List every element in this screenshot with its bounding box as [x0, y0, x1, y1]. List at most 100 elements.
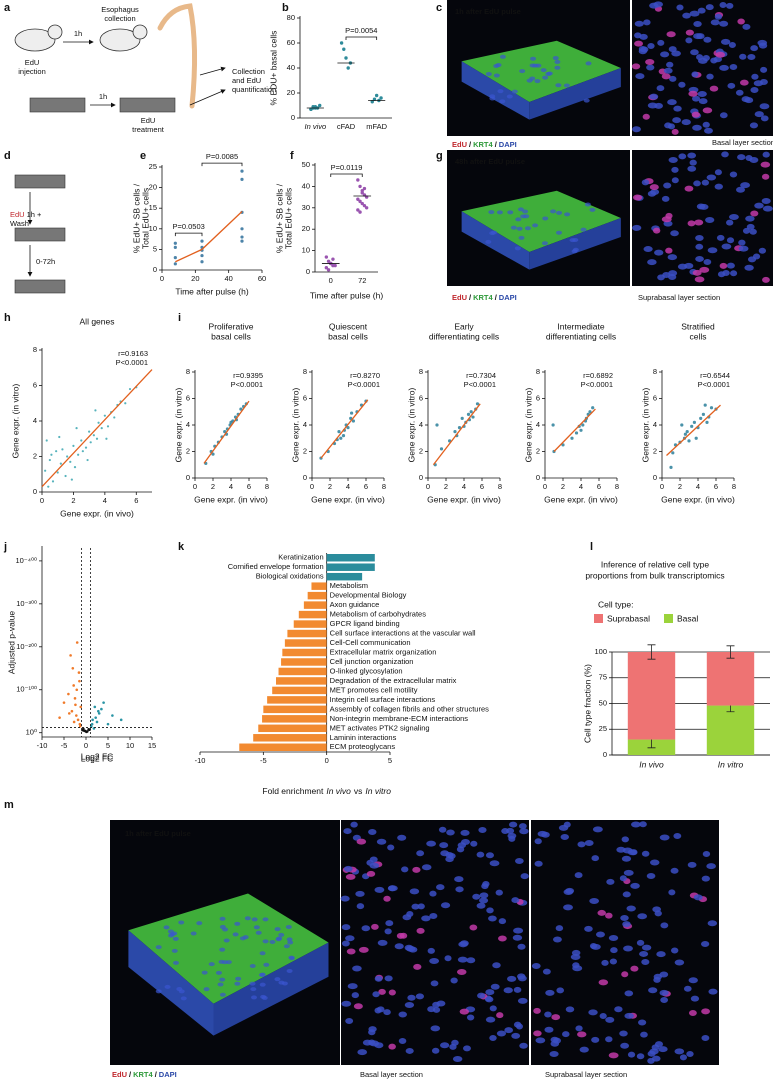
nucleus	[242, 935, 249, 940]
panel-label: m	[4, 799, 14, 811]
nucleus	[672, 117, 682, 124]
data-point	[337, 430, 341, 434]
nucleus	[605, 912, 613, 919]
nucleus	[653, 227, 661, 234]
data-point	[581, 423, 585, 427]
nucleus	[695, 255, 704, 262]
data-point	[56, 471, 59, 474]
x-axis-label-part: In vivo	[326, 786, 351, 796]
nucleus	[469, 924, 478, 931]
chart-title: differentiating cells	[429, 331, 499, 341]
category-label: Degradation of the extracellular matrix	[330, 676, 457, 685]
nucleus	[438, 826, 447, 833]
tissue-side	[128, 930, 214, 1036]
panel-label: c	[436, 2, 442, 14]
nucleus	[499, 99, 506, 104]
y-axis-label: Gene expr. (in vitro)	[406, 388, 416, 463]
nucleus	[394, 943, 404, 950]
nucleus	[588, 1009, 598, 1016]
x-tick-label: 8	[265, 482, 269, 491]
nucleus	[651, 1055, 661, 1062]
x-tick-label: 0	[543, 482, 547, 491]
nucleus	[444, 955, 452, 962]
nucleus	[701, 1008, 711, 1015]
data-point	[78, 724, 82, 728]
y-axis-label: % EdU+ SB cells /	[131, 183, 141, 253]
nucleus	[208, 962, 215, 967]
category-label: Extracellular matrix organization	[330, 647, 437, 656]
nucleus	[351, 992, 359, 999]
nucleus	[440, 902, 451, 909]
data-point	[128, 387, 132, 391]
nucleus	[383, 895, 391, 902]
nucleus	[495, 63, 502, 68]
nucleus	[668, 889, 676, 896]
nucleus	[653, 976, 661, 983]
data-point	[70, 709, 74, 713]
data-point	[64, 474, 67, 478]
nucleus	[630, 821, 641, 828]
nucleus	[660, 922, 669, 929]
nucleus	[670, 947, 679, 954]
nucleus	[155, 945, 162, 950]
x-tick-label: 0	[160, 274, 164, 283]
data-point	[77, 671, 81, 674]
nucleus	[749, 228, 757, 235]
nucleus	[584, 840, 594, 847]
nucleus	[692, 124, 702, 131]
nucleus	[371, 923, 379, 930]
data-point	[324, 255, 329, 259]
chart-title: proportions from bulk transcriptomics	[585, 570, 724, 580]
nucleus	[510, 225, 517, 230]
y-tick-label: 4	[303, 420, 307, 429]
nucleus	[695, 234, 704, 241]
data-point	[223, 430, 227, 434]
nucleus	[666, 61, 674, 68]
data-point	[475, 402, 480, 406]
nucleus	[687, 220, 696, 227]
nucleus	[180, 996, 187, 1001]
nucleus	[368, 828, 377, 835]
stat-annotation: r=0.9395	[233, 371, 263, 380]
y-tick-label: 0	[303, 473, 307, 482]
nucleus	[511, 1032, 521, 1039]
nucleus	[533, 1007, 541, 1014]
y-tick-label: 4	[33, 416, 37, 425]
nucleus	[503, 987, 513, 994]
nucleus	[388, 989, 396, 996]
data-point	[362, 203, 367, 208]
nucleus	[735, 89, 744, 96]
nucleus	[244, 916, 251, 921]
chart-title: cells	[689, 331, 706, 341]
nucleus	[726, 2, 734, 9]
y-tick-label: 4	[536, 420, 540, 429]
y-tick-label: 8	[419, 367, 423, 376]
x-tick-label: 5	[388, 756, 392, 765]
data-point	[69, 460, 72, 463]
nucleus	[689, 10, 700, 17]
nucleus	[436, 884, 445, 891]
data-point	[360, 191, 364, 195]
nucleus	[421, 864, 432, 871]
data-point	[74, 703, 77, 707]
nucleus	[632, 126, 641, 133]
stain-legend-part: /	[469, 293, 472, 302]
nucleus	[619, 875, 627, 882]
data-point	[61, 448, 64, 451]
nucleus	[636, 939, 645, 946]
y-tick-label: 6	[536, 393, 540, 402]
nucleus	[661, 73, 671, 80]
stain-legend-part: EdU	[112, 1070, 127, 1079]
nucleus	[614, 1006, 623, 1013]
nucleus	[274, 927, 281, 932]
nucleus	[660, 996, 669, 1003]
data-point	[84, 446, 88, 449]
tissue-side	[529, 68, 621, 120]
nucleus	[681, 119, 691, 126]
nucleus	[686, 1050, 694, 1057]
bar	[326, 563, 375, 571]
nucleus	[286, 937, 293, 942]
y-tick-label: 10⁻⁴⁰⁰	[15, 556, 37, 565]
nucleus	[535, 1037, 546, 1044]
nucleus	[178, 920, 185, 925]
